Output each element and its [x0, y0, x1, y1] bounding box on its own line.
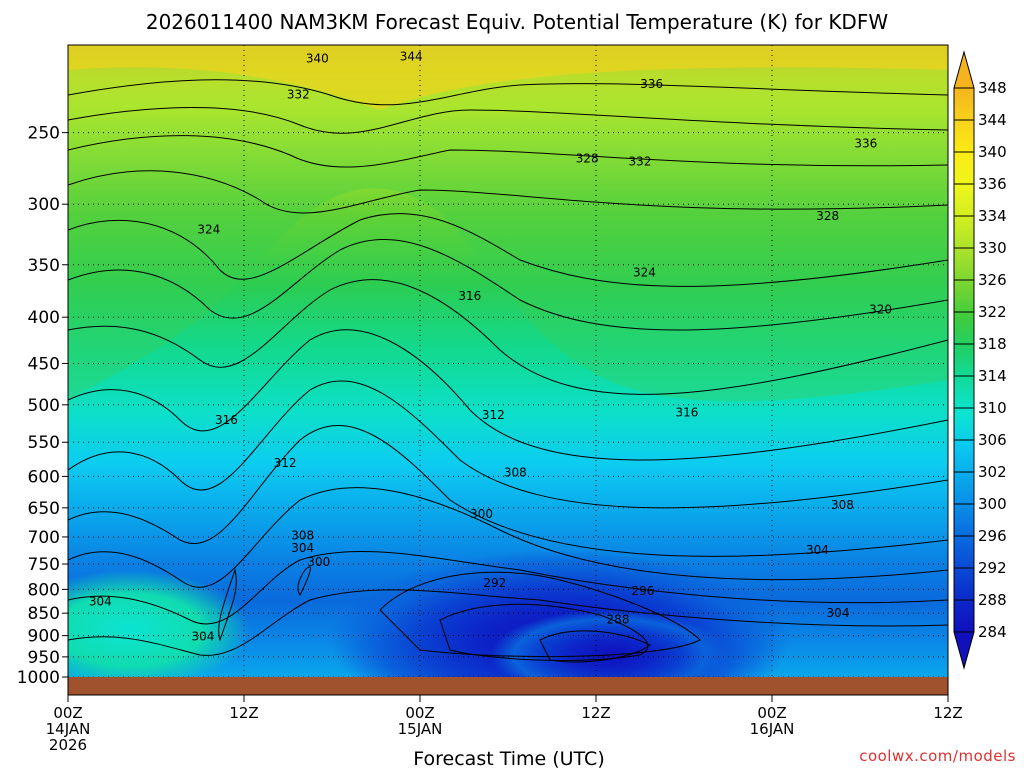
colorbar-ticks: 348 344 340 336 334 330 326 322 318 314 310 306 302 3… — [954, 79, 1007, 641]
y-tick-label: 850 — [28, 604, 60, 624]
colorbar-tick-label: 314 — [978, 367, 1007, 385]
contour-label: 328 — [816, 209, 839, 223]
contour-label: 328 — [576, 151, 599, 165]
ground-strip — [68, 677, 948, 695]
contour-label: 324 — [197, 223, 220, 237]
y-tick-label: 600 — [28, 467, 60, 487]
contour-label: 300 — [470, 507, 493, 521]
contour-label: 292 — [483, 576, 506, 590]
green-ridge — [68, 45, 948, 402]
y-gridlines — [68, 132, 948, 677]
y-tick-label: 700 — [28, 528, 60, 548]
x-axis-title: Forecast Time (UTC) — [413, 748, 604, 768]
contour-label: 308 — [291, 528, 314, 542]
contour-label: 336 — [854, 136, 877, 150]
x-tick-label: 12Z — [229, 704, 258, 722]
y-tick-label: 750 — [28, 555, 60, 575]
y-tick-label: 1000 — [17, 668, 60, 688]
contour-label: 336 — [640, 77, 663, 91]
contour-label: 300 — [307, 555, 330, 569]
contour-labels: 340 344 332 336 328 332 336 324 328 324 316 320 312 3… — [89, 50, 892, 644]
contour-label: 288 — [607, 613, 630, 627]
contour-label: 296 — [631, 584, 654, 598]
contour-label: 332 — [287, 88, 310, 102]
contour-label: 304 — [291, 541, 314, 555]
contour-label: 316 — [215, 413, 238, 427]
colorbar-tick-label: 348 — [978, 79, 1007, 97]
contour-label: 324 — [633, 266, 656, 280]
contour-label: 304 — [806, 543, 829, 557]
contour-label: 312 — [274, 456, 297, 470]
contour-label: 344 — [400, 50, 423, 64]
contour-label: 320 — [869, 302, 892, 316]
y-tick-label: 250 — [28, 124, 60, 144]
contour-label: 332 — [629, 154, 652, 168]
y-tick-label: 950 — [28, 648, 60, 668]
chart-title: 2026011400 NAM3KM Forecast Equiv. Potent… — [146, 10, 888, 34]
y-tick-label: 550 — [28, 433, 60, 453]
colorbar-tick-label: 288 — [978, 591, 1007, 609]
plot-frame — [67, 44, 949, 696]
y-tick-label: 650 — [28, 499, 60, 519]
x-tick-label: 00Z — [405, 704, 434, 722]
colorbar-tick-label: 336 — [978, 175, 1007, 193]
y-axis: 250 300 350 400 450 500 550 600 650 700 750 800 850 9… — [17, 124, 68, 688]
colorbar-tick-label: 318 — [978, 335, 1007, 353]
colorbar: 348 344 340 336 334 330 326 322 318 314 310 306 302 3… — [953, 50, 1007, 670]
contour-label: 308 — [504, 465, 527, 479]
x-tick-label: 00Z — [757, 704, 786, 722]
x-tick-label: 16JAN — [750, 720, 795, 738]
y-tick-label: 350 — [28, 256, 60, 276]
y-tick-label: 400 — [28, 308, 60, 328]
colorbar-tick-label: 296 — [978, 527, 1007, 545]
contour-label: 304 — [827, 606, 850, 620]
colorbar-tick-label: 334 — [978, 207, 1007, 225]
contour-label: 316 — [675, 406, 698, 420]
colorbar-top-arrow — [953, 50, 975, 89]
contour-label: 304 — [191, 629, 214, 643]
colorbar-tick-label: 310 — [978, 399, 1007, 417]
colorbar-tick-label: 344 — [978, 111, 1007, 129]
colorbar-tick-label: 292 — [978, 559, 1007, 577]
contour-label: 308 — [831, 498, 854, 512]
contour-label: 304 — [89, 594, 112, 608]
y-tick-label: 300 — [28, 195, 60, 215]
x-tick-label: 14JAN — [46, 720, 91, 738]
contour-label: 312 — [482, 408, 505, 422]
colorbar-tick-label: 330 — [978, 239, 1007, 257]
colorbar-tick-label: 300 — [978, 495, 1007, 513]
colorbar-bottom-arrow — [953, 631, 975, 670]
contour-lines — [68, 79, 948, 663]
colorbar-tick-label: 326 — [978, 271, 1007, 289]
colorbar-tick-label: 322 — [978, 303, 1007, 321]
y-tick-label: 800 — [28, 580, 60, 600]
credit-text: coolwx.com/models — [859, 747, 1016, 765]
y-tick-label: 450 — [28, 354, 60, 374]
y-tick-label: 900 — [28, 627, 60, 647]
x-tick-label: 12Z — [933, 704, 962, 722]
plot-area — [68, 45, 948, 677]
contour-label: 316 — [458, 289, 481, 303]
colorbar-tick-label: 302 — [978, 463, 1007, 481]
colorbar-tick-label: 306 — [978, 431, 1007, 449]
colorbar-body — [953, 87, 975, 633]
x-tick-label: 12Z — [581, 704, 610, 722]
x-tick-label: 2026 — [49, 736, 87, 754]
colorbar-tick-label: 284 — [978, 623, 1007, 641]
yellow-top — [68, 45, 948, 110]
contour-label: 340 — [306, 52, 329, 66]
colorbar-tick-label: 340 — [978, 143, 1007, 161]
x-tick-label: 15JAN — [398, 720, 443, 738]
y-tick-label: 500 — [28, 396, 60, 416]
x-tick-label: 00Z — [53, 704, 82, 722]
x-gridlines — [243, 45, 773, 677]
